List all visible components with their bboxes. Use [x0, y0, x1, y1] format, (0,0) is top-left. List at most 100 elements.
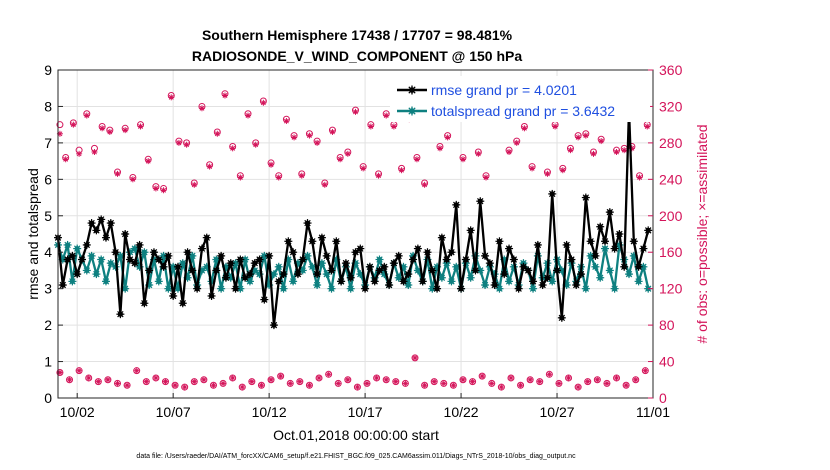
obs-low-possible-point — [286, 379, 294, 387]
chart-subtitle: RADIOSONDE_V_WIND_COMPONENT @ 150 hPa — [192, 48, 522, 64]
obs-low-assimilated-point — [623, 382, 629, 388]
obs-low-possible-point — [152, 374, 160, 382]
obs-assimilated-point — [613, 149, 620, 155]
totalspread-point — [327, 284, 336, 293]
totalspread-point — [375, 255, 384, 264]
obs-low-assimilated-point — [249, 379, 255, 385]
rmse-point — [97, 215, 106, 224]
y-tick-label: 5 — [44, 208, 52, 224]
obs-low-possible-point — [613, 374, 621, 382]
obs-assimilated-point — [375, 172, 382, 179]
y-right-axis-ticks: 0 40 80 120 160 200 240 280 320 360 — [648, 62, 683, 406]
rmse-point — [375, 266, 384, 275]
rmse-point — [193, 284, 202, 293]
y-tick-label: 7 — [44, 135, 52, 151]
legend-marker-rmse — [407, 85, 417, 95]
rmse-point — [572, 281, 581, 290]
x-tick-label: 10/17 — [348, 404, 383, 420]
obs-low-possible-point — [142, 378, 150, 386]
rmse-point — [101, 233, 110, 242]
rmse-point — [173, 262, 182, 271]
obs-assimilated-point — [160, 187, 167, 194]
obs-assimilated-point — [413, 156, 420, 163]
obs-assimilated-point — [283, 118, 290, 125]
rmse-point — [202, 233, 211, 242]
rmse-point — [490, 281, 499, 290]
obs-low-possible-point — [171, 381, 179, 389]
rmse-point — [481, 251, 490, 260]
rmse-point — [159, 262, 168, 271]
obs-low-assimilated-point — [191, 379, 197, 385]
obs-low-assimilated-point — [594, 377, 600, 383]
obs-low-assimilated-point — [614, 375, 620, 381]
obs-assimilated-point — [214, 130, 221, 137]
obs-low-possible-point — [430, 378, 438, 386]
obs-assimilated-point — [559, 167, 566, 174]
obs-low-possible-point — [382, 376, 390, 384]
obs-assimilated-point — [275, 174, 282, 181]
obs-low-assimilated-point — [431, 379, 437, 385]
rmse-point — [447, 248, 456, 257]
obs-low-possible-point — [344, 376, 352, 384]
x-axis-label: Oct.01,2018 00:00:00 start — [273, 427, 439, 443]
obs-low-possible-point — [277, 372, 285, 380]
obs-low-possible-point — [161, 378, 169, 386]
rmse-point — [197, 244, 206, 253]
obs-low-possible-point — [411, 354, 419, 362]
rmse-point — [284, 237, 293, 246]
totalspread-point — [217, 284, 226, 293]
rmse-point — [442, 255, 451, 264]
obs-low-possible-point — [257, 381, 265, 389]
obs-assimilated-point — [137, 123, 144, 130]
rmse-point — [116, 310, 125, 319]
obs-low-assimilated-point — [498, 384, 504, 390]
rmse-point — [457, 284, 466, 293]
totalspread-point — [447, 277, 456, 286]
obs-low-assimilated-point — [441, 380, 447, 386]
obs-assimilated-point — [582, 132, 589, 139]
obs-low-assimilated-point — [479, 373, 485, 379]
totalspread-point — [437, 273, 446, 282]
obs-assimilated-point — [268, 161, 275, 168]
obs-low-possible-point — [459, 376, 467, 384]
totalspread-point — [404, 281, 413, 290]
y-right-tick-label: 320 — [659, 98, 683, 114]
rmse-point — [524, 266, 533, 275]
obs-low-assimilated-point — [450, 382, 456, 388]
rmse-point — [476, 197, 485, 206]
rmse-point — [145, 266, 154, 275]
totalspread-point — [466, 273, 475, 282]
obs-assimilated-point — [544, 170, 551, 177]
obs-assimilated-point — [114, 170, 121, 177]
obs-low-assimilated-point — [354, 384, 360, 390]
y-right-tick-label: 280 — [659, 135, 683, 151]
totalspread-point — [634, 277, 643, 286]
rmse-point — [399, 277, 408, 286]
obs-low-possible-point — [478, 372, 486, 380]
rmse-point — [548, 189, 557, 198]
obs-low-assimilated-point — [172, 382, 178, 388]
obs-low-assimilated-point — [335, 380, 341, 386]
totalspread-point — [298, 266, 307, 275]
obs-assimilated-point — [252, 141, 259, 148]
obs-low-assimilated-point — [518, 382, 524, 388]
rmse-point — [279, 270, 288, 279]
obs-assimilated-point — [152, 185, 159, 192]
obs-assimilated-point — [76, 150, 83, 157]
obs-low-assimilated-point — [575, 384, 581, 390]
rmse-point — [82, 240, 91, 249]
y-tick-label: 0 — [44, 390, 52, 406]
rmse-point — [188, 266, 197, 275]
rmse-point — [77, 255, 86, 264]
totalspread-point — [106, 259, 115, 268]
obs-low-possible-point — [66, 376, 74, 384]
legend-label-rmse: rmse grand pr = 4.0201 — [431, 82, 577, 98]
rmse-line — [56, 108, 650, 327]
totalspread-point — [73, 244, 82, 253]
obs-assimilated-point — [122, 127, 129, 134]
obs-low-assimilated-point — [508, 375, 514, 381]
rmse-point — [255, 255, 264, 264]
rmse-point — [111, 248, 120, 257]
obs-low-assimilated-point — [297, 379, 303, 385]
